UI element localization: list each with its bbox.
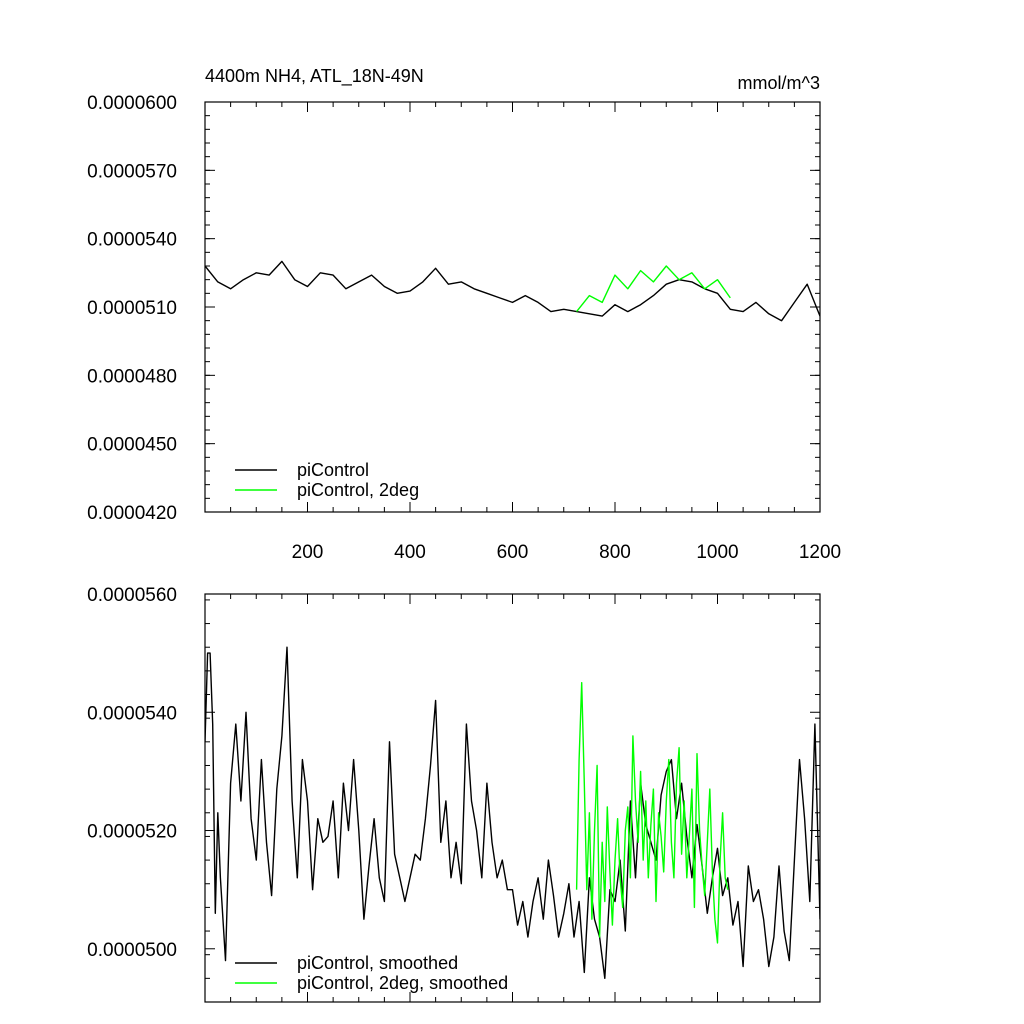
legend-label-2: piControl, 2deg xyxy=(297,480,419,500)
series-line-2 xyxy=(575,682,729,944)
x-tick-label: 800 xyxy=(599,542,631,563)
y-tick-label: 0.0000500 xyxy=(87,940,177,961)
legend-label-1: piControl xyxy=(297,460,369,480)
x-tick-label: 200 xyxy=(292,542,324,563)
y-tick-label: 0.0000540 xyxy=(87,703,177,724)
legend-label-1: piControl, smoothed xyxy=(297,953,458,973)
y-tick-label: 0.0000510 xyxy=(87,298,177,319)
y-tick-label: 0.0000570 xyxy=(87,161,177,182)
legend-label-2: piControl, 2deg, smoothed xyxy=(297,973,508,993)
x-tick-label: 1200 xyxy=(799,542,841,563)
series-line-2 xyxy=(576,265,731,313)
x-tick-label: 400 xyxy=(394,542,426,563)
x-tick-label: 1000 xyxy=(696,542,738,563)
series-line-1 xyxy=(205,646,820,979)
y-tick-label: 0.0000540 xyxy=(87,230,177,251)
y-tick-label: 0.0000600 xyxy=(87,93,177,114)
panel-1: 200 400 600 800 1000 1200 0.0000420 0.0000450 0.… xyxy=(87,66,841,563)
y-tick-label: 0.0000560 xyxy=(87,585,177,606)
series-line-1 xyxy=(205,260,820,322)
plot-frame xyxy=(204,593,821,1003)
chart-title: 4400m NH4, ATL_18N-49N xyxy=(205,66,424,87)
y-tick-label: 0.0000420 xyxy=(87,503,177,524)
y-tick-label: 0.0000480 xyxy=(87,366,177,387)
x-tick-label: 600 xyxy=(497,542,529,563)
units-label: mmol/m^3 xyxy=(738,73,820,93)
y-tick-label: 0.0000520 xyxy=(87,822,177,843)
panel-2: 0.0000500 0.0000520 0.0000540 0.0000560 piCo… xyxy=(87,585,821,1003)
y-tick-label: 0.0000450 xyxy=(87,435,177,456)
